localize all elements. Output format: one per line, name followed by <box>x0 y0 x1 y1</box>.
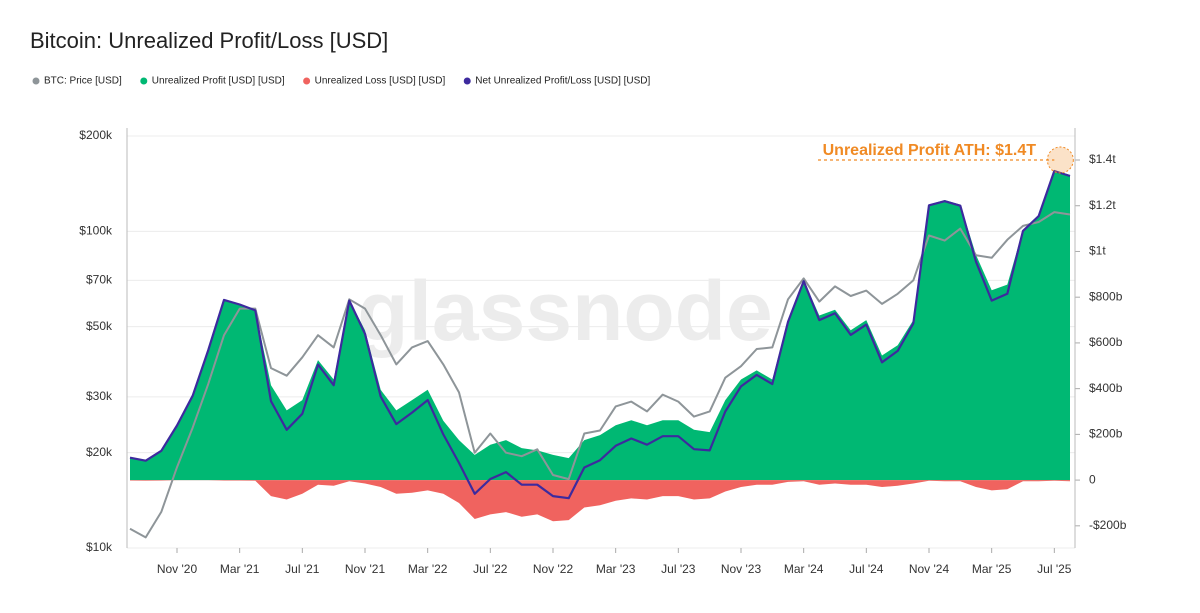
line <box>129 211 1071 539</box>
legend-marker <box>32 77 40 85</box>
y2-tick-label: $1.4t <box>1089 152 1116 166</box>
y-tick-label: $10k <box>86 540 113 554</box>
x-tick-label: Nov '22 <box>533 562 574 576</box>
y-tick-label: $50k <box>86 319 113 333</box>
x-tick-label: Jul '25 <box>1037 562 1072 576</box>
y-tick-label: $100k <box>79 223 113 237</box>
y2-tick-label: $600b <box>1089 335 1123 349</box>
x-tick-label: Mar '23 <box>596 562 636 576</box>
legend-marker <box>140 77 148 85</box>
x-tick-label: Nov '24 <box>909 562 950 576</box>
x-tick-label: Mar '22 <box>408 562 448 576</box>
annotation-circle <box>1046 146 1074 174</box>
legend-marker <box>303 77 311 85</box>
y2-tick-label: -$200b <box>1089 518 1127 532</box>
x-tick-label: Nov '23 <box>721 562 762 576</box>
y2-tick-label: $200b <box>1089 427 1123 441</box>
y-tick-label: $200k <box>79 128 113 142</box>
area <box>130 480 1070 522</box>
x-tick-label: Jul '23 <box>661 562 696 576</box>
legend-label: Unrealized Profit [USD] [USD] <box>152 76 285 87</box>
y-tick-label: $30k <box>86 389 113 403</box>
y2-tick-label: $1t <box>1089 244 1106 258</box>
x-tick-label: Mar '24 <box>784 562 824 576</box>
y2-tick-label: $800b <box>1089 289 1123 303</box>
x-tick-label: Mar '21 <box>220 562 260 576</box>
x-tick-label: Mar '25 <box>972 562 1012 576</box>
x-tick-label: Nov '21 <box>345 562 386 576</box>
x-tick-label: Nov '20 <box>157 562 198 576</box>
legend-label: Unrealized Loss [USD] [USD] <box>315 76 446 87</box>
y-tick-label: $20k <box>86 445 113 459</box>
chart-title: Bitcoin: Unrealized Profit/Loss [USD] <box>30 28 388 53</box>
y2-tick-label: $400b <box>1089 381 1123 395</box>
x-tick-label: Jul '21 <box>285 562 320 576</box>
annotation-text: Unrealized Profit ATH: $1.4T <box>823 142 1037 159</box>
line <box>129 169 1071 500</box>
legend-marker <box>463 77 471 85</box>
x-tick-label: Jul '24 <box>849 562 884 576</box>
y2-tick-label: 0 <box>1089 472 1096 486</box>
legend-label: Net Unrealized Profit/Loss [USD] [USD] <box>475 76 650 87</box>
area <box>130 170 1070 481</box>
x-tick-label: Jul '22 <box>473 562 508 576</box>
y-tick-label: $70k <box>86 273 113 287</box>
legend-label: BTC: Price [USD] <box>44 76 122 87</box>
y2-tick-label: $1.2t <box>1089 198 1116 212</box>
